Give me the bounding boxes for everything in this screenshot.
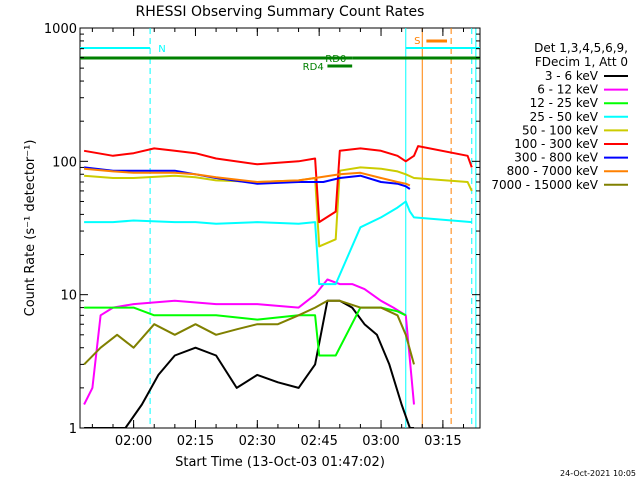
axes-layer: 02:00 02:15 02:30 02:45 03:00 03:15 1 10 100 1000: [44, 22, 480, 449]
footer-date: 24-Oct-2021 10:05: [560, 469, 636, 478]
x-tick-label: 02:45: [300, 434, 337, 449]
legend-label-4: 50 - 100 keV: [522, 123, 599, 137]
legend-header-line-1: Det 1,3,4,5,6,9,: [534, 41, 628, 55]
legend: Det 1,3,4,5,6,9, FDecim 1, Att 0 3 - 6 k…: [491, 41, 628, 192]
y-tick-label: 100: [52, 155, 77, 170]
series-line-2: [84, 306, 407, 357]
plot-frame: [79, 27, 481, 429]
x-tick-label: 02:30: [239, 434, 276, 449]
series-line-5: [83, 145, 473, 224]
x-tick-label: 02:00: [115, 434, 152, 449]
rd0-label: RD0: [325, 54, 346, 65]
series-line-4: [84, 166, 473, 248]
legend-label-2: 12 - 25 keV: [530, 96, 599, 110]
y-tick-label: 1000: [44, 22, 77, 37]
legend-label-6: 300 - 800 keV: [514, 151, 598, 165]
night-label: N: [158, 44, 165, 55]
x-tick-label: 03:00: [362, 434, 399, 449]
legend-label-7: 800 - 7000 keV: [507, 164, 599, 178]
chart-title: RHESSI Observing Summary Count Rates: [136, 4, 425, 20]
y-axis-label: Count Rate (s⁻¹ detector⁻¹): [23, 140, 38, 317]
legend-header-line-2: FDecim 1, Att 0: [535, 55, 628, 69]
legend-label-8: 7000 - 15000 keV: [491, 178, 598, 192]
series-line-3: [84, 200, 472, 286]
saa-label: S: [414, 36, 420, 47]
legend-label-1: 6 - 12 keV: [537, 83, 599, 97]
y-tick-label: 1: [69, 422, 77, 437]
x-axis-label: Start Time (13-Oct-03 01:47:02): [175, 455, 385, 470]
series-line-7: [84, 167, 411, 187]
legend-label-3: 25 - 50 keV: [530, 110, 599, 124]
series-line-6: [83, 166, 411, 190]
series-line-0: [84, 299, 414, 428]
y-tick-label: 10: [60, 289, 77, 304]
legend-label-5: 100 - 300 keV: [514, 137, 598, 151]
x-tick-label: 02:15: [177, 434, 214, 449]
series-line-1: [83, 278, 415, 405]
x-tick-label: 03:15: [424, 434, 461, 449]
legend-label-0: 3 - 6 keV: [545, 69, 599, 83]
series-line-8: [83, 299, 415, 366]
rd4-label: RD4: [303, 62, 324, 73]
series-layer: [83, 145, 473, 428]
